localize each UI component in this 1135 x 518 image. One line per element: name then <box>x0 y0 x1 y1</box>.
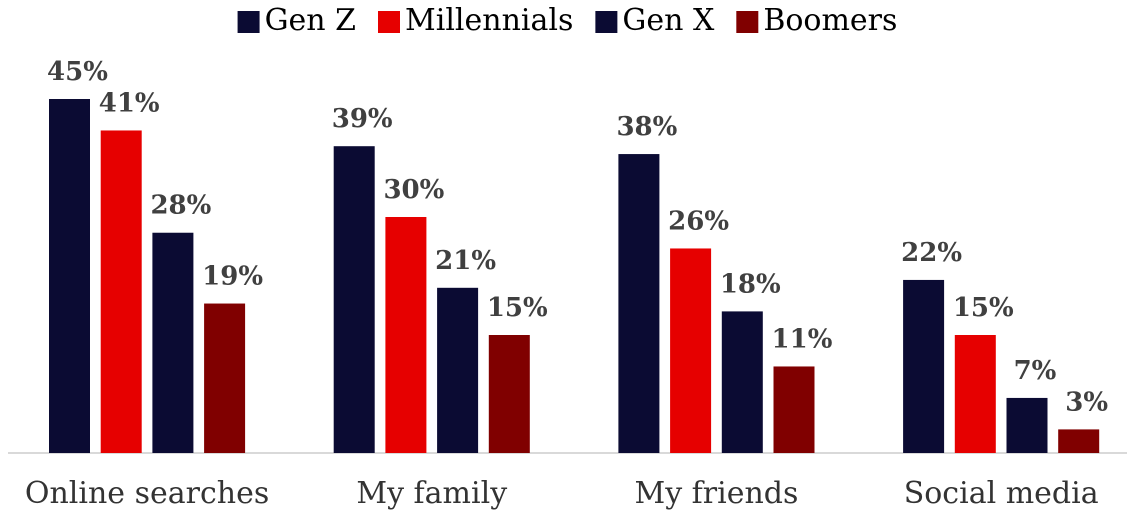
data-label: 45% <box>47 57 108 87</box>
bar <box>152 232 194 453</box>
data-label: 19% <box>202 262 263 292</box>
legend-label: Boomers <box>763 3 897 38</box>
bar <box>1006 397 1048 453</box>
data-label: 38% <box>616 112 677 142</box>
data-label: 3% <box>1065 387 1108 417</box>
data-label: 22% <box>901 238 962 268</box>
data-label: 18% <box>720 269 781 299</box>
x-tick-label: Social media <box>904 476 1099 511</box>
bar <box>773 366 815 453</box>
data-label: 15% <box>487 293 548 323</box>
data-label: 7% <box>1014 356 1057 386</box>
data-label: 39% <box>332 104 393 134</box>
bar <box>1058 429 1100 453</box>
data-label: 41% <box>99 88 160 118</box>
legend-label: Gen X <box>622 3 715 38</box>
data-label: 21% <box>435 246 496 276</box>
data-label: 26% <box>668 206 729 236</box>
bar <box>954 335 996 453</box>
bar <box>100 130 142 453</box>
x-tick-label: My family <box>356 476 507 511</box>
legend-label: Gen Z <box>265 3 356 38</box>
bar <box>618 154 660 454</box>
data-label: 30% <box>383 175 444 205</box>
legend-swatch <box>736 11 759 33</box>
legend-swatch <box>595 11 618 33</box>
x-tick-label: My friends <box>634 476 798 511</box>
bar <box>488 335 530 453</box>
bar <box>903 279 945 453</box>
legend-swatch <box>237 11 260 33</box>
bar <box>670 248 712 453</box>
data-label: 11% <box>772 324 833 354</box>
data-label: 15% <box>953 293 1014 323</box>
bar <box>437 287 479 453</box>
bar <box>385 217 427 453</box>
bar <box>204 303 246 453</box>
bar <box>721 311 763 453</box>
bar <box>49 99 90 453</box>
x-tick-label: Online searches <box>25 476 269 511</box>
bar <box>333 146 375 453</box>
legend-swatch <box>378 11 400 33</box>
data-label: 28% <box>150 191 211 221</box>
legend-label: Millennials <box>405 3 573 38</box>
